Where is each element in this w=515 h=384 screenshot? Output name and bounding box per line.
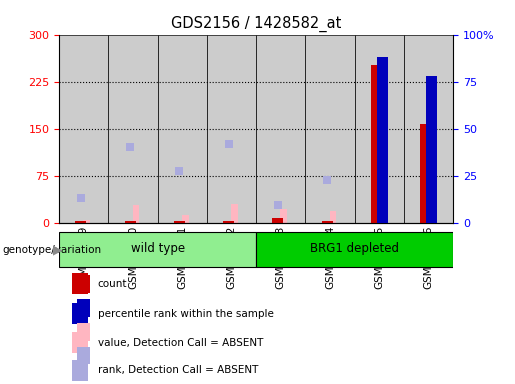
Bar xyxy=(330,212,336,223)
Text: BRG1 depleted: BRG1 depleted xyxy=(310,242,399,255)
Bar xyxy=(231,204,238,223)
Text: percentile rank within the sample: percentile rank within the sample xyxy=(98,309,274,319)
Bar xyxy=(355,35,404,223)
Bar xyxy=(83,220,90,223)
Bar xyxy=(72,332,88,353)
Bar xyxy=(72,360,88,381)
Bar xyxy=(59,35,109,223)
Bar xyxy=(305,35,355,223)
Bar xyxy=(256,35,305,223)
Text: rank, Detection Call = ABSENT: rank, Detection Call = ABSENT xyxy=(98,365,258,375)
Bar xyxy=(132,205,140,223)
Bar xyxy=(371,65,382,223)
Bar xyxy=(272,218,283,223)
Bar xyxy=(125,222,135,223)
Bar xyxy=(322,222,333,223)
Bar xyxy=(76,222,87,223)
Bar xyxy=(59,232,256,267)
Bar xyxy=(72,303,88,324)
Text: value, Detection Call = ABSENT: value, Detection Call = ABSENT xyxy=(98,338,263,348)
Bar xyxy=(207,35,256,223)
Bar xyxy=(182,215,188,223)
Text: wild type: wild type xyxy=(131,242,185,255)
Bar xyxy=(420,124,431,223)
Bar xyxy=(280,209,287,223)
Bar xyxy=(223,222,234,223)
Bar xyxy=(256,232,453,267)
Bar xyxy=(158,35,207,223)
Bar xyxy=(404,35,453,223)
Bar xyxy=(426,76,437,223)
Title: GDS2156 / 1428582_at: GDS2156 / 1428582_at xyxy=(171,16,341,32)
Text: ▶: ▶ xyxy=(53,243,62,256)
Text: genotype/variation: genotype/variation xyxy=(3,245,101,255)
Text: count: count xyxy=(98,279,127,289)
Bar xyxy=(174,222,185,223)
Bar xyxy=(377,57,388,223)
Bar xyxy=(109,35,158,223)
Bar xyxy=(72,273,88,294)
